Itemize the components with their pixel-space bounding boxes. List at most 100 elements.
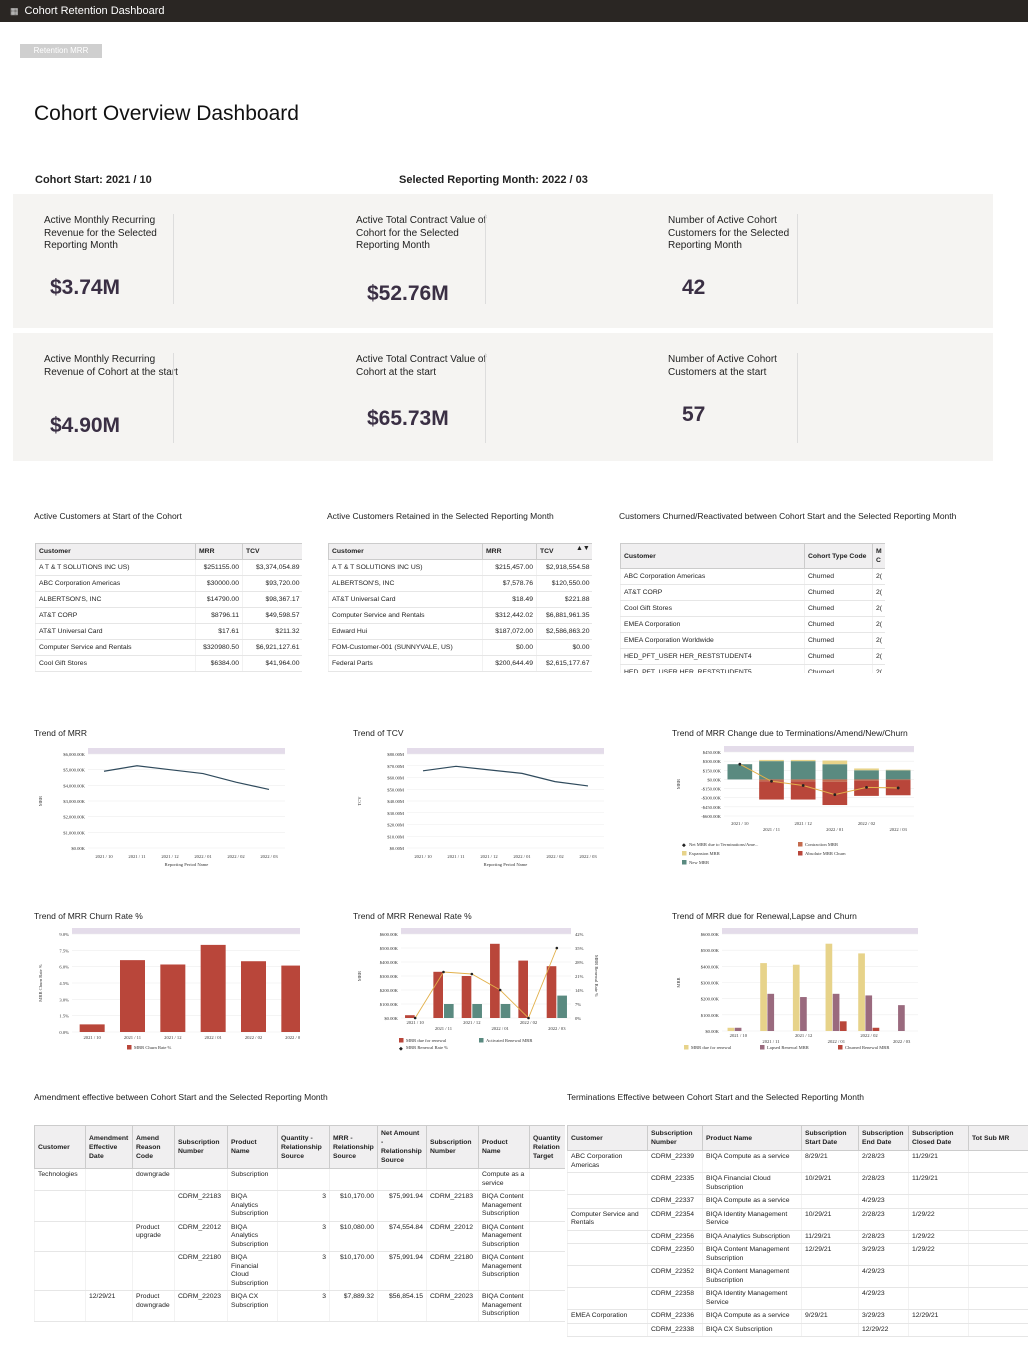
table-cell: $14790.00 xyxy=(195,591,243,608)
column-header[interactable]: Customer xyxy=(567,1125,648,1151)
column-header[interactable]: Quantity Relation Target xyxy=(529,1125,565,1169)
table-row[interactable]: AT&T Universal Card $18.49 $221.88 xyxy=(328,591,592,608)
table-row[interactable]: Computer Service and Rentals $312,442.02 $… xyxy=(328,607,592,624)
column-header[interactable]: Amendment Effective Date xyxy=(85,1125,133,1169)
column-header[interactable]: Customer xyxy=(620,543,805,569)
table-row[interactable]: Federal Parts $200,644.49 $2,615,177.67 xyxy=(328,655,592,672)
column-header[interactable]: M C xyxy=(872,543,885,569)
kpi-value: $4.90M xyxy=(50,414,121,437)
table-cell: 4/29/23 xyxy=(858,1265,909,1288)
table-row[interactable]: ABC Corporation Americas CDRM_22339 BIQA C… xyxy=(567,1150,1028,1173)
bar xyxy=(759,759,784,762)
table-retained-customers[interactable]: Customer MRR TCV A T & T SOLUTIONS INC US) $… xyxy=(328,543,592,673)
bar xyxy=(822,764,848,780)
table-amendments[interactable]: Customer Amendment Effective Date Amend Re… xyxy=(34,1125,565,1360)
column-header[interactable]: Subscription Number xyxy=(174,1125,228,1169)
table-row[interactable]: CDRM_22337 BIQA Compute as a service 4/29/… xyxy=(567,1194,1028,1209)
rate-line xyxy=(414,947,558,1019)
table-row[interactable]: CDRM_22352 BIQA Content Management Subscr… xyxy=(567,1265,1028,1288)
table-row[interactable]: AT&T CORP $8796.11 $49,598.57 xyxy=(35,607,302,624)
table-row[interactable]: ABC Corporation Americas Churned 2( xyxy=(620,568,885,585)
kpi-value: $65.73M xyxy=(367,407,449,430)
table-row[interactable]: Product upgrade CDRM_22012 BIQA Analytics … xyxy=(34,1221,565,1252)
table-row[interactable]: ALBERTSON'S, INC $14790.00 $98,367.17 xyxy=(35,591,302,608)
column-header[interactable]: Customer xyxy=(34,1125,86,1169)
table-row[interactable]: 12/29/21 Product downgrade CDRM_22023 BIQA … xyxy=(34,1290,565,1322)
kpi-value: $52.76M xyxy=(367,282,449,305)
tab-retention-mrr[interactable]: Retention MRR xyxy=(20,44,102,58)
table-row[interactable]: CDRM_22180 BIQA Financial Cloud Subscript… xyxy=(34,1251,565,1291)
y-tick-label: $500.00K xyxy=(380,946,399,951)
column-header[interactable]: MRR - Relationship Source xyxy=(329,1125,378,1169)
table-row[interactable]: Edward Hui $187,072.00 $2,586,863.20 xyxy=(328,623,592,640)
column-header[interactable]: Product Name xyxy=(227,1125,278,1169)
table-cell: 2( xyxy=(872,600,885,617)
table-row[interactable]: CDRM_22183 BIQA Analytics Subscription 3 $1… xyxy=(34,1190,565,1222)
column-header[interactable]: Subscription Closed Date xyxy=(908,1125,969,1151)
table-cell: CDRM_22336 xyxy=(647,1309,703,1324)
table-row[interactable]: A T & T SOLUTIONS INC US) $251155.00 $3,37… xyxy=(35,559,302,576)
y-tick-label: -$150.00K xyxy=(701,787,721,792)
column-header[interactable]: MRR xyxy=(482,543,537,560)
column-header[interactable]: Subscription End Date xyxy=(858,1125,909,1151)
table-row[interactable]: Computer Service and Rentals $320980.50 $6… xyxy=(35,639,302,656)
table-cell: EMEA Corporation Worldwide xyxy=(620,632,805,649)
x-tick-label: 2022 / 01 xyxy=(491,1026,509,1031)
table-cell: $200,644.49 xyxy=(482,655,537,672)
table-cell: CDRM_22354 xyxy=(647,1208,703,1231)
table-row[interactable]: HED_PFT_USER HER_RESTSTUDENT5 Churned 2( xyxy=(620,664,885,673)
column-header[interactable]: Amend Reason Code xyxy=(132,1125,175,1169)
column-header[interactable]: Product Name xyxy=(702,1125,802,1151)
column-header[interactable]: Quantity - Relationship Source xyxy=(277,1125,330,1169)
table-row[interactable]: AT&T CORP Churned 2( xyxy=(620,584,885,601)
table-row[interactable]: Cool Gift Stores Churned 2( xyxy=(620,600,885,617)
column-header[interactable]: Customer xyxy=(328,543,483,560)
column-header[interactable]: Net Amount - Relationship Source xyxy=(377,1125,427,1169)
table-row[interactable]: EMEA Corporation CDRM_22336 BIQA Compute a… xyxy=(567,1309,1028,1324)
table-row[interactable]: Cool Gift Stores $6384.00 $41,964.00 xyxy=(35,655,302,672)
column-header[interactable]: Product Name xyxy=(478,1125,530,1169)
table-row[interactable]: Computer Service and Rentals CDRM_22354 BI… xyxy=(567,1208,1028,1231)
column-header[interactable]: Subscription Start Date xyxy=(801,1125,859,1151)
table-row[interactable]: CDRM_22335 BIQA Financial Cloud Subscript… xyxy=(567,1172,1028,1195)
column-header[interactable]: Customer xyxy=(35,543,196,560)
table-terminations[interactable]: Customer Subscription Number Product Name S… xyxy=(567,1125,1028,1360)
column-header[interactable]: Subscription Number xyxy=(426,1125,479,1169)
table-cell: $10,170.00 xyxy=(329,1251,378,1291)
table-start-customers[interactable]: Customer MRR TCV A T & T SOLUTIONS INC US) $… xyxy=(35,543,302,673)
table-row[interactable]: EMEA Corporation Churned 2( xyxy=(620,616,885,633)
column-header[interactable]: MRR xyxy=(195,543,243,560)
table-row[interactable]: AT&T Universal Card $17.61 $211.32 xyxy=(35,623,302,640)
column-header[interactable]: TCV xyxy=(536,543,592,560)
table-churned-customers[interactable]: Customer Cohort Type Code M C ABC Corporati… xyxy=(620,543,885,673)
column-header[interactable]: Tot Sub MR xyxy=(968,1125,1028,1151)
x-tick-label: 2022 / 01 xyxy=(204,1035,222,1040)
table-row[interactable]: ALBERTSON'S, INC $7,578.76 $120,550.00 xyxy=(328,575,592,592)
legend-label: MRR Renewal Rate % xyxy=(406,1045,448,1050)
table-cell: EMEA Corporation xyxy=(567,1309,648,1324)
table-row[interactable]: A T & T SOLUTIONS INC US) $215,457.00 $2,9… xyxy=(328,559,592,576)
table-row[interactable]: CDRM_22338 BIQA CX Subscription 12/29/22 xyxy=(567,1323,1028,1337)
column-header[interactable]: TCV xyxy=(242,543,302,560)
column-header[interactable]: Subscription Number xyxy=(647,1125,703,1151)
table-row[interactable]: CDRM_22358 BIQA Identity Management Servi… xyxy=(567,1287,1028,1310)
legend-swatch xyxy=(684,1045,689,1050)
data-point xyxy=(801,784,805,787)
x-tick-label: 2022 / 01 xyxy=(828,1039,846,1044)
table-cell xyxy=(968,1150,1028,1173)
table-row[interactable]: CDRM_22356 BIQA Analytics Subscription 11/… xyxy=(567,1230,1028,1244)
table-row[interactable]: Technologies downgrade Subscription Compute… xyxy=(34,1168,565,1191)
table-cell: 3 xyxy=(277,1251,330,1291)
sort-icon[interactable]: ▲▼ xyxy=(576,545,590,552)
table-cell xyxy=(908,1194,969,1209)
chart-tcv-trend: $80.00M $70.00M $60.00M $50.00M $40.00M $30.0… xyxy=(357,748,604,867)
table-row[interactable]: CDRM_22350 BIQA Content Management Subscr… xyxy=(567,1243,1028,1266)
y-tick-label: 7.5% xyxy=(59,948,69,953)
table-row[interactable]: FOM-Customer-001 (SUNNYVALE, US) $0.00 $0.… xyxy=(328,639,592,656)
column-header[interactable]: Cohort Type Code xyxy=(804,543,873,569)
y-tick-label: $70.00M xyxy=(387,764,404,769)
y-tick-label: $450.00K xyxy=(703,750,722,755)
table-row[interactable]: EMEA Corporation Worldwide Churned 2( xyxy=(620,632,885,649)
table-row[interactable]: ABC Corporation Americas $30000.00 $93,720… xyxy=(35,575,302,592)
table-row[interactable]: HED_PFT_USER HER_RESTSTUDENT4 Churned 2( xyxy=(620,648,885,665)
